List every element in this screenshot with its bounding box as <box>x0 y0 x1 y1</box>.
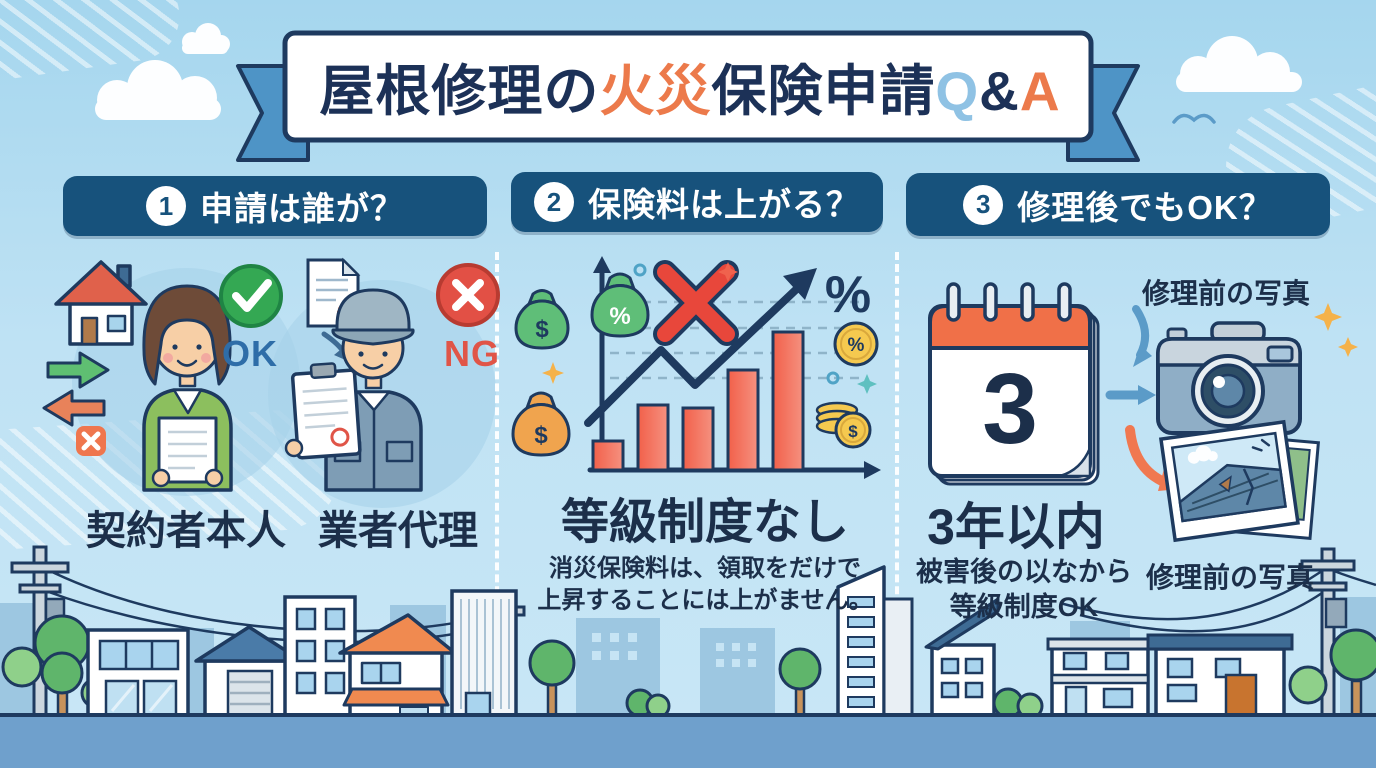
title-a: A <box>1019 60 1061 122</box>
photo-damaged-roof-icon <box>1158 419 1300 543</box>
coin-stack-icon: $ <box>815 401 872 449</box>
worker-figure <box>284 288 423 492</box>
percent-icon: % <box>825 266 871 324</box>
premium-chart: $ % $ % % $ <box>511 256 881 479</box>
cloud-icon <box>95 60 221 120</box>
arrow-right-blue-icon <box>1105 385 1156 405</box>
sparkle-icons <box>1314 303 1358 357</box>
money-bag-green-dollar-icon: $ <box>514 289 570 350</box>
section3-note-line2: 等級制度OK <box>949 592 1099 622</box>
house-icon <box>54 260 148 346</box>
ground <box>0 715 1376 768</box>
trend-arrow <box>584 268 817 427</box>
section2-main-label: 等級制度なし <box>560 496 850 549</box>
clipboard-icon <box>290 362 362 460</box>
divider-1-2 <box>495 252 499 642</box>
section1-header: 1 申請は誰が？ <box>63 176 487 236</box>
section3-number-badge: 3 <box>963 184 1004 225</box>
percent-glyph: % <box>609 303 630 330</box>
section1-heading: 申請は誰が？ <box>200 190 404 227</box>
calendar-fold-corner <box>1059 447 1092 478</box>
house-two-story <box>1046 637 1154 717</box>
tree <box>528 639 822 719</box>
section3-main-label: 3年以内 <box>927 499 1105 555</box>
arrow-right-icon <box>46 351 110 389</box>
house-orange-awning <box>338 613 457 717</box>
calendar-rings <box>946 282 1072 322</box>
ok-label: OK <box>222 333 278 374</box>
divider-2-3 <box>895 252 899 642</box>
section2-note-line1: 消災保険料は、領取をだけで <box>549 555 861 582</box>
label-policyholder: 契約者本人 <box>86 509 286 553</box>
x-axis-arrow <box>864 461 881 479</box>
bar-4 <box>726 368 760 472</box>
title-amp: & <box>979 60 1020 122</box>
check-circle-icon <box>219 264 283 328</box>
sparkle-icons <box>542 262 877 394</box>
house-slant-roof <box>924 597 1000 717</box>
percent-glyph: % <box>848 335 865 356</box>
house-garage <box>194 625 304 717</box>
house-flat-roof <box>1146 633 1294 717</box>
chart-bars <box>591 330 805 472</box>
y-axis-arrow <box>593 256 611 273</box>
x-circle-icon <box>436 263 500 327</box>
silhouette-windows <box>592 633 756 667</box>
building-square-windows <box>283 595 357 717</box>
title-prefix: 屋根修理の <box>319 60 600 122</box>
section1-illustration <box>42 257 500 492</box>
money-bag-green-percent-icon: % <box>590 272 650 338</box>
title-suffix: 保険申請 <box>711 60 936 122</box>
calendar-number: 3 <box>982 353 1038 465</box>
woman-figure <box>142 284 233 492</box>
bar-1 <box>591 439 625 472</box>
dollar-glyph: $ <box>848 422 858 441</box>
title-highlight: 火災 <box>599 60 712 122</box>
dollar-glyph: $ <box>534 422 548 449</box>
building-striped <box>450 589 518 717</box>
bird-icon <box>1172 113 1216 124</box>
x-badge-icon <box>76 426 106 456</box>
curved-arrow-blue-icon <box>1132 305 1152 367</box>
title-q: Q <box>935 60 980 122</box>
section1-number-badge: 1 <box>146 186 186 226</box>
photo-caption-bottom: 修理前の写真 <box>1145 562 1315 593</box>
bar-2 <box>636 403 670 472</box>
photo-caption-top: 修理前の写真 <box>1141 278 1311 309</box>
coin-percent-icon: % <box>833 321 879 367</box>
power-pole-right <box>1300 547 1356 717</box>
bar-5 <box>771 330 805 472</box>
cityscape <box>0 545 1376 768</box>
cloud-icon-right <box>1176 36 1302 92</box>
ribbon-banner <box>236 30 1140 162</box>
bar-3 <box>681 406 715 472</box>
camera-icon <box>1156 321 1302 435</box>
dollar-glyph: $ <box>535 316 549 343</box>
calendar-icon: 3 <box>928 282 1100 486</box>
label-contractor-proxy: 業者代理 <box>318 509 478 553</box>
camera-photo-group <box>1105 303 1358 543</box>
money-bag-orange-icon: $ <box>511 391 571 457</box>
page-title: 屋根修理の火災保険申請Q&A <box>288 46 1092 126</box>
calendar-header <box>928 304 1092 350</box>
section2-note-line2: 上昇することには上がません。 <box>537 587 873 614</box>
arrow-left-icon <box>42 389 106 427</box>
building-slant-tower <box>836 565 914 717</box>
building-white-3story <box>86 628 190 717</box>
ng-label: NG <box>444 333 500 374</box>
section3-heading: 修理後でもOK？ <box>1017 188 1273 226</box>
section2-header: 2 保険料は上がる？ <box>511 172 883 232</box>
red-x-icon <box>653 260 739 346</box>
section3-note-line1: 被害後の以なから <box>916 557 1132 587</box>
tree <box>1288 628 1376 717</box>
cloud-icon-small <box>182 23 230 54</box>
section3-header: 3 修理後でもOK？ <box>906 173 1330 236</box>
banner-box <box>282 30 1094 143</box>
section2-number-badge: 2 <box>534 182 574 222</box>
section2-heading: 保険料は上がる？ <box>588 186 860 223</box>
